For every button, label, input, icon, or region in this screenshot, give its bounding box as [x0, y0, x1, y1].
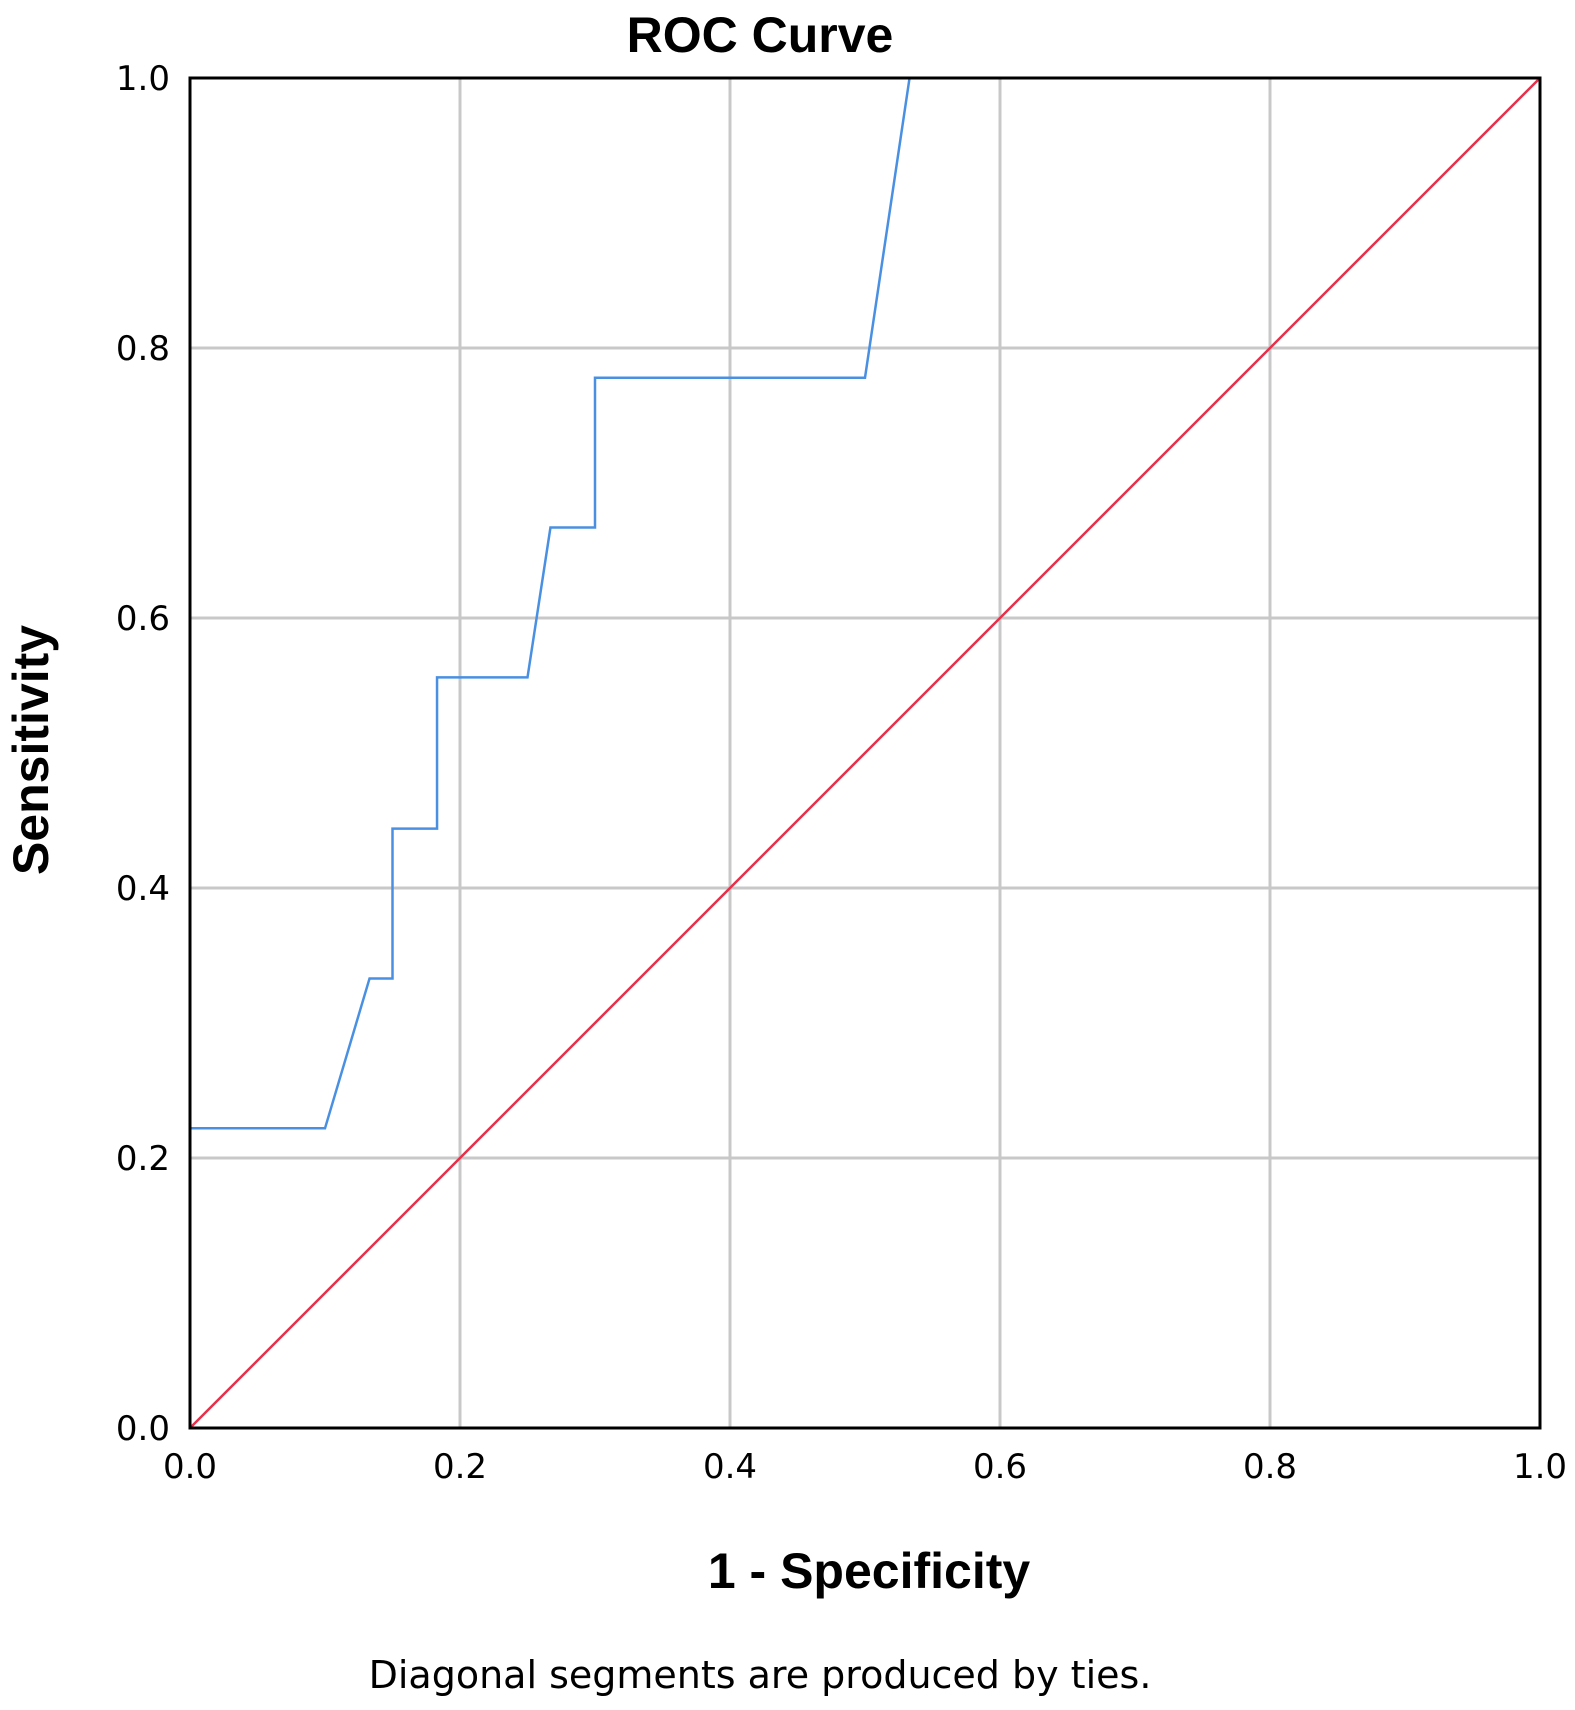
x-tick-label: 0.8	[1243, 1447, 1297, 1487]
x-tick-labels: 0.0 0.2 0.4 0.6 0.8 1.0	[163, 1447, 1567, 1487]
y-tick-label: 0.6	[116, 599, 170, 639]
grid-lines	[190, 78, 1540, 1428]
series-group	[188, 76, 1541, 1429]
x-tick-label: 0.2	[433, 1447, 487, 1487]
y-tick-label: 0.0	[116, 1409, 170, 1449]
y-tick-label: 1.0	[116, 59, 170, 99]
plot-frame	[188, 76, 1542, 1430]
x-tick-label: 0.4	[703, 1447, 757, 1487]
reference-line	[189, 77, 1541, 1429]
y-tick-label: 0.8	[116, 329, 170, 369]
chart-title: ROC Curve	[627, 7, 894, 63]
y-tick-labels: 0.0 0.2 0.4 0.6 0.8 1.0	[116, 59, 170, 1449]
chart-footnote: Diagonal segments are produced by ties.	[369, 1653, 1152, 1697]
y-tick-label: 0.4	[116, 869, 170, 909]
y-tick-label: 0.2	[116, 1139, 170, 1179]
x-axis-label: 1 - Specificity	[708, 1543, 1031, 1599]
x-tick-label: 0.0	[163, 1447, 217, 1487]
x-tick-label: 1.0	[1513, 1447, 1567, 1487]
x-tick-label: 0.6	[973, 1447, 1027, 1487]
roc-curve-line	[188, 76, 1540, 1428]
y-axis-label: Sensitivity	[3, 625, 59, 875]
